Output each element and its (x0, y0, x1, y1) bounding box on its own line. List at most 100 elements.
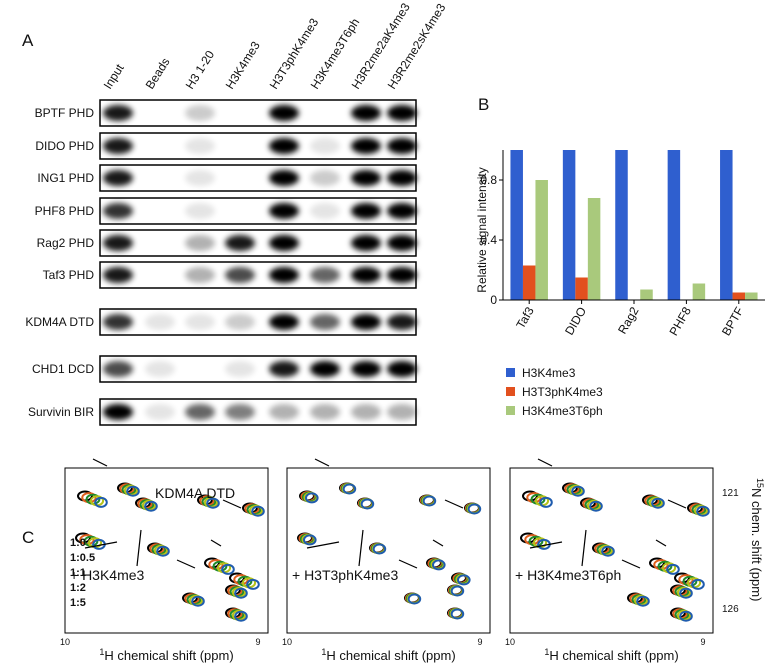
blot-band (103, 203, 133, 219)
legend-swatch (506, 387, 515, 396)
y-tick-label: 0.4 (480, 233, 497, 247)
blot-band (387, 138, 417, 154)
bar (745, 292, 758, 300)
x-tick-label: 9 (700, 637, 705, 647)
shift-arrow (210, 539, 222, 547)
bar (615, 150, 628, 300)
blot-band (185, 105, 215, 121)
ratio-label: 1:0.5 (70, 552, 95, 564)
shift-arrow (136, 529, 142, 567)
blot-band (225, 267, 255, 283)
blot-band (387, 404, 417, 420)
blot-band (310, 361, 340, 377)
blot-band (185, 267, 215, 283)
blot-panel: Input Beads H3 1-20 H3K4me3 H3T3phK4me3H3K4m… (25, 0, 449, 426)
shift-arrow (667, 499, 687, 509)
peak-contour (601, 545, 615, 557)
blot-band (225, 314, 255, 330)
blot-band (145, 361, 175, 377)
blot-band (269, 203, 299, 219)
legend-label: H3T3phK4me3 (522, 385, 603, 399)
x-tick-label: PHF8 (667, 304, 695, 338)
blot-band (145, 404, 175, 420)
shift-arrow (358, 529, 364, 567)
shift-arrow (84, 541, 118, 549)
y-tick-label: 0.8 (480, 173, 497, 187)
bar (640, 289, 653, 300)
blot-band (103, 235, 133, 251)
shift-arrow (529, 541, 563, 549)
peak-contour (94, 496, 108, 508)
peak-contour (251, 505, 265, 517)
bar (720, 150, 733, 300)
y-tick-label: 121 (722, 488, 739, 499)
x-tick-label: 10 (505, 637, 515, 647)
blot-band (269, 361, 299, 377)
ratio-label: 1:0 (70, 537, 86, 549)
y-axis-label: Relative signal intensity (475, 167, 489, 292)
column-label: H3K4me3 (223, 39, 263, 92)
blot-band (387, 314, 417, 330)
peak-contour (696, 505, 710, 517)
peak-contour (342, 483, 357, 495)
peak-contour (372, 543, 387, 555)
legend-label: H3K4me3 (522, 366, 576, 380)
blot-band (145, 314, 175, 330)
peak-contour (144, 500, 158, 512)
peak-contour (234, 587, 248, 599)
shift-arrow (432, 539, 444, 547)
blot-band (387, 235, 417, 251)
peak-contour (539, 496, 553, 508)
x-axis-label: 1H chemical shift (ppm) (544, 647, 678, 663)
x-axis-label-text: H chemical shift (ppm) (549, 648, 678, 663)
peak-contour (246, 578, 260, 590)
blot-band (103, 170, 133, 186)
nmr-spectrum: + H3K4me3T6ph 10 9 1H chemical shift (ppm) (505, 458, 714, 663)
x-tick-label: 10 (60, 637, 70, 647)
blot-band (225, 361, 255, 377)
ratio-label: 1:5 (70, 597, 86, 609)
blot-band (269, 170, 299, 186)
peak-contour (432, 559, 446, 571)
blot-band (387, 267, 417, 283)
blot-band (185, 203, 215, 219)
peak-contour (407, 593, 422, 605)
peak-contour (457, 574, 471, 586)
bar (732, 292, 746, 300)
blot-band (310, 404, 340, 420)
legend-swatch (506, 406, 515, 415)
peak-contour (571, 485, 585, 497)
panel-label: C (22, 528, 34, 547)
peak-contour (191, 595, 205, 607)
x-axis-label-text: H chemical shift (ppm) (326, 648, 455, 663)
blot-band (351, 314, 381, 330)
blot-band (387, 105, 417, 121)
column-label: Input (101, 61, 127, 92)
shift-arrow (176, 559, 196, 569)
blot-band (351, 105, 381, 121)
blot-band (387, 170, 417, 186)
peptide-label: + H3T3phK4me3 (292, 567, 398, 583)
bar (535, 180, 548, 300)
blot-band (310, 203, 340, 219)
blot-band (103, 314, 133, 330)
peak-contour (422, 495, 437, 507)
peak-contour (234, 610, 248, 622)
x-axis-label: 1H chemical shift (ppm) (321, 647, 455, 663)
x-tick-label: 9 (255, 637, 260, 647)
blot-band (387, 203, 417, 219)
row-label: Survivin BIR (28, 405, 94, 419)
blot-band (310, 138, 340, 154)
y-axis-label-text: N chem. shift (ppm) (749, 488, 764, 601)
blot-band (310, 170, 340, 186)
blot-band (269, 267, 299, 283)
blot-band (225, 235, 255, 251)
bar (587, 198, 601, 300)
peak-contour (679, 587, 693, 599)
blot-frame (99, 229, 417, 257)
row-label: KDM4A DTD (25, 315, 94, 329)
x-axis-label-sup: 1 (99, 647, 104, 657)
ratio-label: 1:2 (70, 582, 86, 594)
